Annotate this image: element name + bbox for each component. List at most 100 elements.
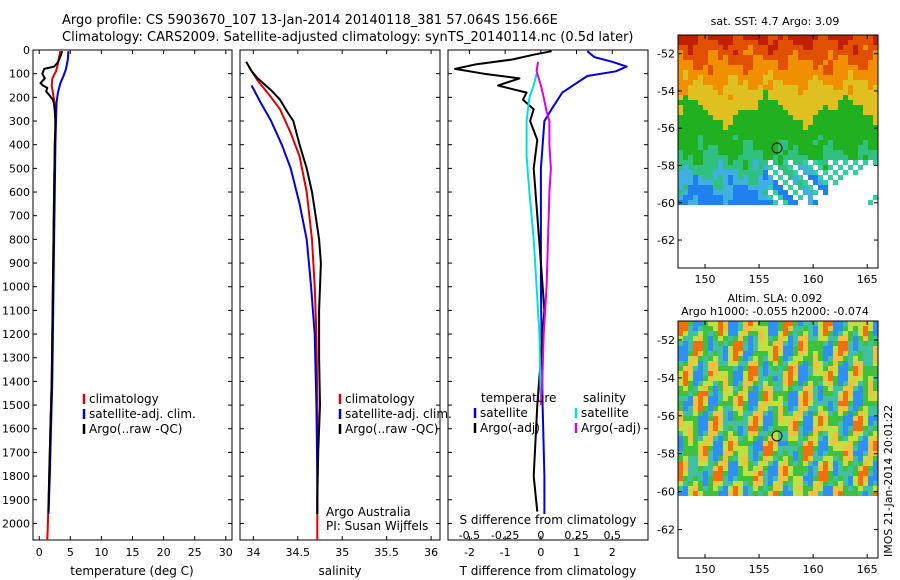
sla-cell — [723, 321, 728, 326]
sla-cell — [828, 411, 833, 416]
sst-cell — [698, 165, 703, 170]
sst-cell — [738, 120, 743, 125]
sst-cell — [788, 195, 793, 200]
sla-cell — [738, 321, 743, 326]
sst-cell — [733, 180, 738, 185]
sla-cell — [698, 401, 703, 406]
sst-cell — [868, 150, 873, 155]
sst-cell — [723, 115, 728, 120]
sla-cell — [773, 361, 778, 366]
sla-cell — [793, 391, 798, 396]
x-tick-label: -2 — [464, 546, 475, 559]
sla-cell — [823, 471, 828, 476]
sst-cell — [863, 115, 868, 120]
sla-cell — [743, 486, 748, 491]
sst-cell — [788, 50, 793, 55]
sla-cell — [698, 386, 703, 391]
sst-cell — [753, 105, 758, 110]
sla-cell — [763, 476, 768, 481]
sst-cell — [703, 115, 708, 120]
sla-cell — [843, 391, 848, 396]
sst-cell — [723, 130, 728, 135]
sla-cell — [798, 356, 803, 361]
sst-cell — [798, 75, 803, 80]
sla-cell — [843, 376, 848, 381]
sla-cell — [858, 366, 863, 371]
x-tick-label: 25 — [188, 546, 202, 559]
sst-cell — [723, 70, 728, 75]
sla-cell — [803, 356, 808, 361]
sst-cell — [868, 50, 873, 55]
sla-cell — [693, 341, 698, 346]
sst-cell — [733, 50, 738, 55]
sla-cell — [873, 371, 878, 376]
sla-cell — [718, 391, 723, 396]
sst-cell — [708, 110, 713, 115]
sst-cell — [758, 175, 763, 180]
sst-cell — [783, 130, 788, 135]
sla-cell — [853, 481, 858, 486]
sla-cell — [693, 421, 698, 426]
sst-cell — [763, 190, 768, 195]
title-line-1: Argo profile: CS 5903670_107 13-Jan-2014… — [62, 13, 558, 28]
sst-cell — [808, 145, 813, 150]
sst-cell — [693, 100, 698, 105]
sla-cell — [858, 381, 863, 386]
sst-cell — [778, 120, 783, 125]
sst-cell — [753, 65, 758, 70]
sla-cell — [803, 456, 808, 461]
sst-cell — [743, 90, 748, 95]
sst-cell — [793, 60, 798, 65]
sst-cell — [748, 100, 753, 105]
sst-cell — [708, 105, 713, 110]
sst-cell — [803, 70, 808, 75]
sla-cell — [683, 361, 688, 366]
sla-cell — [738, 471, 743, 476]
sst-cell — [768, 80, 773, 85]
sst-cell — [718, 155, 723, 160]
sla-cell — [848, 381, 853, 386]
sst-cell — [708, 95, 713, 100]
sla-cell — [688, 476, 693, 481]
sla-cell — [748, 356, 753, 361]
sst-cell — [868, 95, 873, 100]
salinity-axes-box — [239, 49, 441, 541]
sst-cell — [733, 35, 738, 40]
sst-cell — [818, 130, 823, 135]
sst-cell — [773, 135, 778, 140]
sla-cell — [753, 466, 758, 471]
sla-cell — [683, 411, 688, 416]
sst-cell — [713, 165, 718, 170]
sla-cell — [858, 426, 863, 431]
sst-cell — [728, 95, 733, 100]
sst-cell — [683, 200, 688, 205]
sla-cell — [743, 476, 748, 481]
sla-cell — [808, 351, 813, 356]
sst-cell — [783, 115, 788, 120]
sla-cell — [743, 441, 748, 446]
sla-cell — [703, 456, 708, 461]
sst-cell — [823, 110, 828, 115]
sst-cell — [833, 65, 838, 70]
sla-cell — [828, 391, 833, 396]
sla-cell — [848, 466, 853, 471]
sst-cell — [863, 95, 868, 100]
sst-cell — [683, 100, 688, 105]
sla-cell — [723, 326, 728, 331]
sla-cell — [838, 461, 843, 466]
sla-cell — [763, 411, 768, 416]
sla-cell — [803, 416, 808, 421]
sla-cell — [693, 486, 698, 491]
sst-cell — [693, 165, 698, 170]
sst-cell — [858, 85, 863, 90]
argo-position-marker-sst — [771, 142, 783, 154]
sst-cell — [823, 55, 828, 60]
sla-cell — [708, 486, 713, 491]
sla-cell — [853, 361, 858, 366]
sst-cell — [758, 60, 763, 65]
sst-cell — [758, 140, 763, 145]
sla-cell — [733, 356, 738, 361]
sst-cell — [763, 115, 768, 120]
sla-cell — [718, 381, 723, 386]
sla-cell — [803, 371, 808, 376]
